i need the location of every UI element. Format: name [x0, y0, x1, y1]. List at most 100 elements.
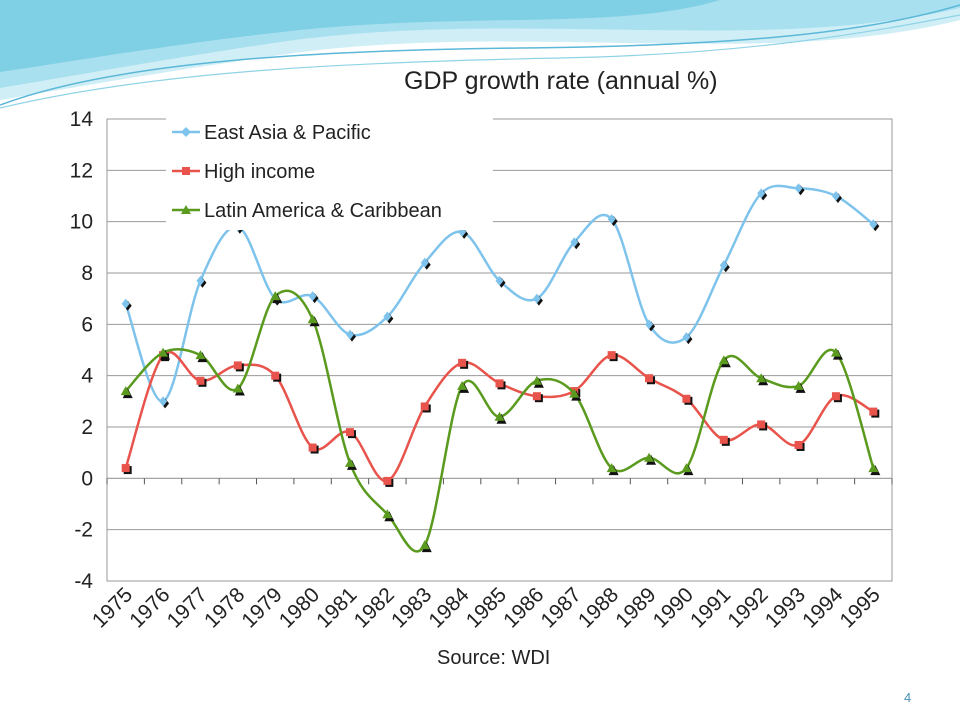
data-point — [570, 237, 579, 248]
data-point — [308, 291, 317, 302]
x-tick-label: 1991 — [686, 583, 735, 632]
data-point — [757, 188, 766, 199]
data-point — [120, 386, 131, 396]
data-point — [607, 214, 616, 225]
data-point — [681, 463, 692, 473]
legend-box — [166, 113, 493, 230]
data-point — [195, 350, 206, 360]
source-note: Source: WDI — [437, 647, 550, 669]
data-point — [644, 452, 655, 462]
data-point — [794, 183, 803, 194]
data-series — [120, 183, 881, 553]
legend: East Asia & Pacific High income Latin Am… — [166, 113, 493, 230]
data-point — [495, 275, 504, 286]
x-tick-label: 1979 — [237, 583, 286, 632]
data-point — [495, 379, 504, 388]
data-point — [270, 291, 281, 301]
series-latin-america — [120, 289, 881, 553]
data-point — [531, 375, 542, 385]
gridlines — [106, 118, 893, 582]
data-point — [718, 355, 729, 365]
x-tick-label: 1992 — [723, 583, 772, 632]
x-tick-label: 1986 — [499, 583, 548, 632]
data-point — [271, 371, 280, 380]
data-point — [494, 411, 505, 421]
x-tick-label: 1990 — [649, 583, 698, 632]
data-point — [307, 314, 318, 324]
data-point — [345, 428, 354, 437]
y-tick-label: 10 — [70, 211, 93, 234]
y-axis-tick-labels: 14 12 10 8 6 4 2 0 -2 -4 — [70, 108, 94, 593]
legend-marker-east-asia — [181, 127, 191, 137]
data-point — [121, 298, 130, 309]
data-point — [607, 351, 616, 360]
data-point — [457, 380, 468, 390]
data-point — [419, 540, 430, 550]
legend-label-east-asia: East Asia & Pacific — [204, 122, 371, 144]
data-point — [233, 361, 242, 370]
data-point — [420, 257, 429, 268]
legend-marker-latin-america — [181, 205, 191, 214]
data-point — [383, 311, 392, 322]
data-point — [344, 457, 355, 467]
legend-label-latin-america: Latin America & Caribbean — [204, 200, 442, 222]
data-point — [645, 319, 654, 330]
x-tick-label: 1993 — [761, 583, 810, 632]
y-tick-label: -4 — [74, 570, 93, 593]
x-tick-label: 1987 — [536, 583, 585, 632]
data-point — [158, 347, 169, 357]
data-point — [756, 373, 767, 383]
x-tick-label: 1980 — [275, 583, 324, 632]
x-tick-label: 1989 — [611, 583, 660, 632]
y-tick-label: -2 — [74, 519, 93, 542]
legend-label-high-income: High income — [204, 161, 315, 183]
data-point — [869, 407, 878, 416]
data-point — [757, 420, 766, 429]
y-tick-label: 0 — [81, 467, 93, 490]
x-tick-label: 1981 — [312, 583, 361, 632]
x-tick-label: 1983 — [387, 583, 436, 632]
series-line-latin-america — [124, 289, 875, 553]
data-point — [196, 275, 205, 286]
data-point — [196, 376, 205, 385]
x-tick-label: 1985 — [462, 583, 511, 632]
data-point — [458, 358, 467, 367]
x-tick-label: 1975 — [88, 583, 137, 632]
data-point — [831, 392, 840, 401]
x-tick-label: 1984 — [424, 583, 474, 633]
data-point — [868, 463, 879, 473]
x-tick-label: 1982 — [350, 583, 399, 632]
x-tick-label: 1976 — [125, 583, 174, 632]
chart-title: GDP growth rate (annual %) — [404, 67, 718, 95]
x-tick-label: 1978 — [200, 583, 249, 632]
y-tick-label: 6 — [81, 313, 93, 336]
series-high-income — [121, 350, 880, 487]
y-tick-label: 4 — [81, 365, 93, 388]
data-point — [719, 260, 728, 271]
x-tick-label: 1994 — [798, 583, 848, 633]
data-point — [159, 396, 168, 407]
data-point — [532, 392, 541, 401]
data-point — [830, 347, 841, 357]
x-tick-label: 1995 — [836, 583, 885, 632]
data-point — [794, 440, 803, 449]
data-point — [308, 443, 317, 452]
data-point — [420, 402, 429, 411]
x-tick-label: 1988 — [574, 583, 623, 632]
series-east-asia — [121, 183, 880, 409]
y-tick-label: 12 — [70, 159, 93, 182]
data-point — [606, 463, 617, 473]
data-point — [383, 476, 392, 485]
data-point — [831, 191, 840, 201]
data-point — [569, 388, 580, 398]
data-point — [121, 464, 130, 473]
data-point — [682, 394, 691, 403]
data-point — [232, 383, 243, 393]
data-point — [532, 293, 541, 304]
y-tick-label: 8 — [81, 262, 93, 285]
header-wave-decoration — [0, 0, 960, 109]
data-point — [345, 329, 354, 340]
page-number: 4 — [904, 690, 911, 705]
data-point — [869, 219, 878, 230]
